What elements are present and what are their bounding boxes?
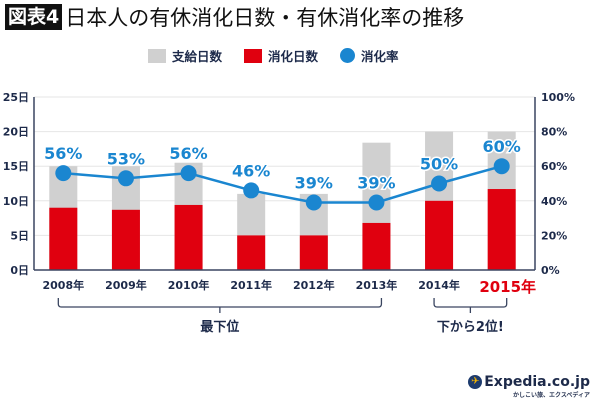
left-tick-label: 10日 [3,195,29,208]
annotation-label: 最下位 [200,319,239,335]
rate-data-label: 56% [44,144,82,163]
plane-icon: ✈ [468,375,483,389]
rate-data-label: 56% [169,144,207,163]
bar-used-days [49,207,78,270]
right-tick-label: 60% [541,160,567,173]
rate-point [243,182,260,199]
x-tick-label: 2014年 [418,278,460,292]
right-tick-label: 20% [541,229,567,242]
rate-data-label: 50% [420,155,458,174]
legend-label-granted: 支給日数 [172,49,223,64]
legend-label-rate: 消化率 [361,49,399,64]
rate-point [55,165,72,182]
legend-swatch-granted [148,48,166,63]
annotation-label: 下から2位! [437,319,504,335]
legend-swatch-used [244,48,263,63]
bar-used-days [237,235,266,270]
rate-data-label: 60% [483,137,521,156]
rate-point [431,175,448,192]
logo-tagline: かしこい旅、エクスペディア [513,392,590,399]
annotation-bracket [433,298,508,313]
rate-data-label: 53% [107,149,145,168]
left-tick-label: 0日 [10,264,29,277]
x-tick-label: 2012年 [293,278,335,292]
expedia-logo: ✈ Expedia.co.jp かしこい旅、エクスペディア [468,374,590,399]
right-tick-label: 40% [541,195,567,208]
rate-data-label: 39% [357,174,395,193]
rate-point [305,194,322,211]
rate-point [493,158,510,175]
bar-used-days [111,209,140,270]
left-tick-label: 15日 [3,160,29,173]
legend-label-used: 消化日数 [268,49,319,64]
rate-point [368,194,385,211]
legend: 支給日数 消化日数 消化率 [148,46,399,65]
x-tick-label: 2013年 [356,278,398,292]
rate-point [180,165,197,182]
bar-used-days [299,235,328,270]
figure-badge: 図表4 [5,4,63,30]
x-tick-label: 2011年 [230,278,272,292]
rate-point [117,170,134,187]
bar-used-days [425,200,454,270]
chart-title-text: 日本人の有休消化日数・有休消化率の推移 [65,6,465,30]
right-tick-label: 100% [541,91,575,104]
x-tick-label: 2015年 [479,278,536,296]
right-tick-label: 80% [541,126,567,139]
right-tick-label: 0% [541,264,560,277]
annotation-bracket [57,298,383,313]
logo-name: Expedia.co.jp [484,374,590,390]
left-tick-label: 5日 [10,229,29,242]
left-tick-label: 25日 [3,91,29,104]
legend-item-rate: 消化率 [340,46,399,65]
bar-used-days [174,204,203,270]
x-tick-label: 2009年 [105,278,147,292]
x-tick-label: 2010年 [168,278,210,292]
legend-item-used: 消化日数 [244,46,318,65]
left-tick-label: 20日 [3,126,29,139]
rate-line [63,164,503,204]
rate-data-label: 46% [232,161,270,180]
chart-title: 図表4 日本人の有休消化日数・有休消化率の推移 [5,4,464,30]
legend-item-granted: 支給日数 [148,46,222,65]
bar-used-days [362,222,391,270]
bar-used-days [487,189,516,270]
x-tick-label: 2008年 [43,278,85,292]
rate-data-label: 39% [295,174,333,193]
legend-swatch-rate [340,48,356,63]
